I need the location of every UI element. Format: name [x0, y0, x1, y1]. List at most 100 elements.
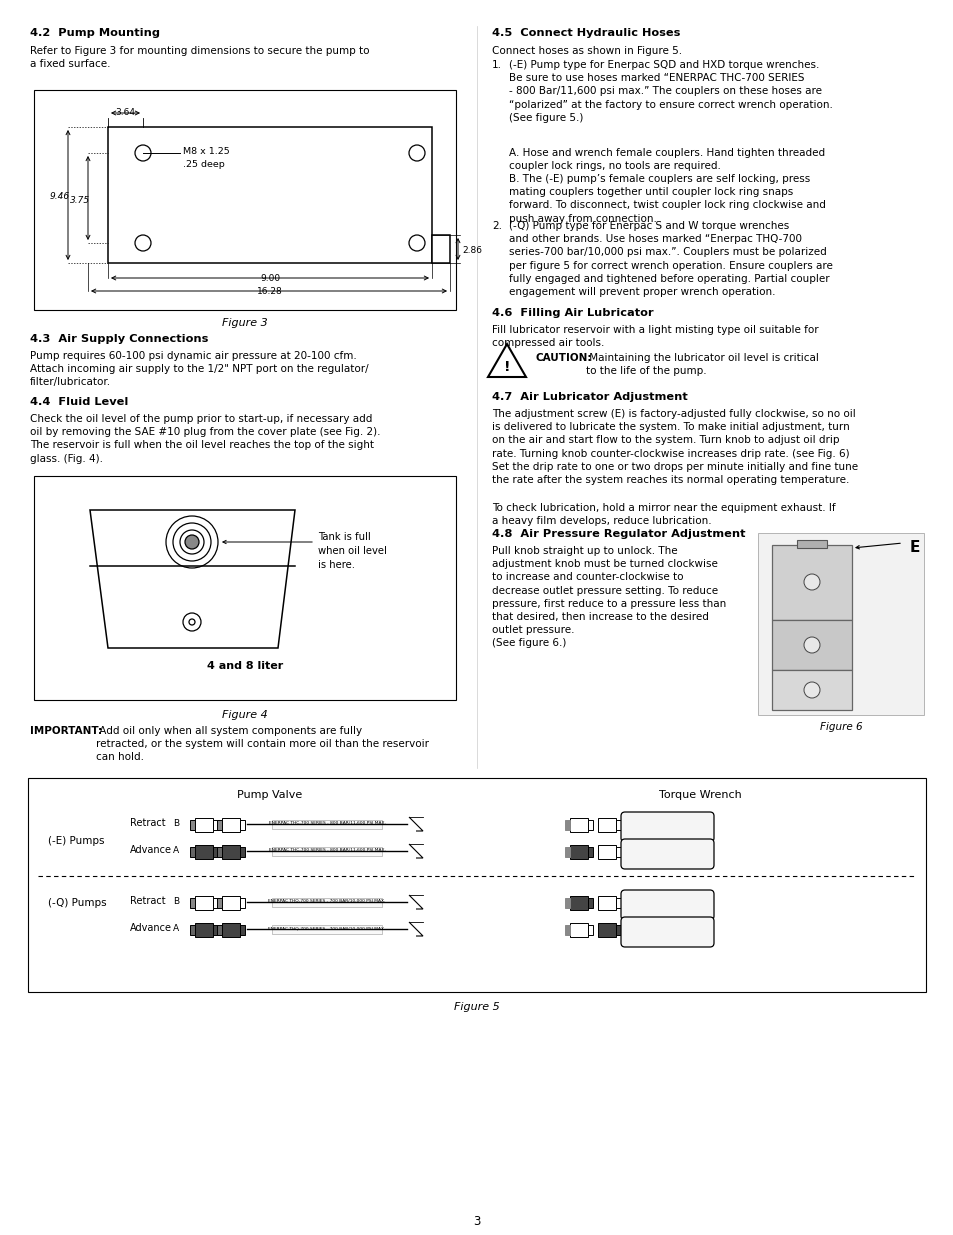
Bar — [222, 818, 240, 832]
Bar — [216, 925, 222, 935]
Text: (-E) Pump type for Enerpac SQD and HXD torque wrenches.
Be sure to use hoses mar: (-E) Pump type for Enerpac SQD and HXD t… — [509, 61, 832, 122]
Text: M8 x 1.25: M8 x 1.25 — [183, 147, 230, 156]
Bar — [240, 925, 245, 935]
Text: when oil level: when oil level — [317, 546, 387, 556]
Circle shape — [189, 619, 194, 625]
Polygon shape — [488, 345, 525, 377]
Bar — [771, 620, 851, 671]
Bar — [240, 847, 245, 857]
Bar — [28, 778, 925, 992]
Circle shape — [803, 574, 820, 590]
Bar — [194, 818, 213, 832]
Bar — [194, 897, 213, 910]
Bar — [240, 898, 245, 908]
Bar — [587, 925, 593, 935]
Text: Retract: Retract — [130, 818, 166, 827]
Text: ENERPAC THC-700 SERIES - 800 BAR/11,600 PSI MAX.: ENERPAC THC-700 SERIES - 800 BAR/11,600 … — [269, 848, 385, 852]
Bar — [569, 897, 587, 910]
Text: B: B — [172, 897, 179, 906]
Bar — [564, 820, 569, 830]
Text: 3.64: 3.64 — [115, 107, 135, 117]
Text: Retract: Retract — [130, 897, 166, 906]
Circle shape — [135, 235, 151, 251]
Bar — [598, 818, 616, 832]
Text: Pump requires 60-100 psi dynamic air pressure at 20-100 cfm.
Attach incoming air: Pump requires 60-100 psi dynamic air pre… — [30, 351, 368, 388]
Text: (-Q) Pumps: (-Q) Pumps — [48, 898, 107, 908]
Bar — [108, 127, 432, 263]
Circle shape — [409, 144, 424, 161]
Bar — [213, 898, 218, 908]
Bar — [564, 847, 569, 857]
Circle shape — [172, 522, 211, 561]
Bar — [216, 847, 222, 857]
Bar — [587, 820, 593, 830]
Bar — [616, 898, 620, 908]
Bar — [272, 898, 381, 906]
Bar — [272, 820, 381, 829]
Text: Refer to Figure 3 for mounting dimensions to secure the pump to
a fixed surface.: Refer to Figure 3 for mounting dimension… — [30, 46, 369, 69]
Bar — [222, 845, 240, 860]
Bar — [598, 845, 616, 860]
Circle shape — [135, 144, 151, 161]
Text: 4.8  Air Pressure Regulator Adjustment: 4.8 Air Pressure Regulator Adjustment — [492, 529, 744, 538]
FancyBboxPatch shape — [620, 918, 713, 947]
Text: Maintaining the lubricator oil level is critical
to the life of the pump.: Maintaining the lubricator oil level is … — [585, 353, 818, 377]
FancyBboxPatch shape — [620, 839, 713, 869]
Text: Figure 6: Figure 6 — [819, 722, 862, 732]
Text: The adjustment screw (E) is factory-adjusted fully clockwise, so no oil
is deliv: The adjustment screw (E) is factory-adju… — [492, 409, 858, 485]
Polygon shape — [90, 510, 294, 648]
Bar — [569, 923, 587, 937]
Bar — [616, 847, 620, 857]
Bar — [222, 897, 240, 910]
Text: Figure 5: Figure 5 — [454, 1002, 499, 1011]
Text: 4.2  Pump Mounting: 4.2 Pump Mounting — [30, 28, 160, 38]
Text: 9.46: 9.46 — [50, 191, 71, 201]
Text: A. Hose and wrench female couplers. Hand tighten threaded
coupler lock rings, no: A. Hose and wrench female couplers. Hand… — [509, 148, 824, 172]
Text: 2.86: 2.86 — [461, 246, 481, 254]
Bar — [432, 235, 450, 263]
Text: (-E) Pumps: (-E) Pumps — [48, 836, 105, 846]
Bar — [272, 847, 381, 856]
Bar — [758, 534, 923, 715]
Text: 1.: 1. — [492, 61, 501, 70]
Bar — [194, 923, 213, 937]
Bar — [569, 818, 587, 832]
Text: 4.7  Air Lubricator Adjustment: 4.7 Air Lubricator Adjustment — [492, 391, 687, 403]
Bar — [771, 671, 851, 710]
Text: Figure 3: Figure 3 — [222, 317, 268, 329]
Text: 4.3  Air Supply Connections: 4.3 Air Supply Connections — [30, 333, 208, 345]
Text: ENERPAC THC-700 SERIES - 800 BAR/11,600 PSI MAX.: ENERPAC THC-700 SERIES - 800 BAR/11,600 … — [269, 821, 385, 825]
Bar — [569, 845, 587, 860]
Circle shape — [180, 530, 204, 555]
Bar — [194, 845, 213, 860]
Bar — [190, 820, 194, 830]
Circle shape — [409, 235, 424, 251]
Bar — [796, 540, 826, 548]
Circle shape — [166, 516, 218, 568]
Text: 3: 3 — [473, 1215, 480, 1228]
Circle shape — [803, 682, 820, 698]
Text: 4 and 8 liter: 4 and 8 liter — [207, 661, 283, 671]
Text: A: A — [172, 924, 179, 932]
Text: Fill lubricator reservoir with a light misting type oil suitable for
compressed : Fill lubricator reservoir with a light m… — [492, 325, 818, 348]
Text: !: ! — [503, 359, 510, 374]
Text: is here.: is here. — [317, 559, 355, 571]
FancyBboxPatch shape — [620, 890, 713, 920]
Bar — [616, 925, 620, 935]
Bar — [771, 545, 851, 620]
Bar — [598, 897, 616, 910]
Bar — [587, 847, 593, 857]
Text: ENERPAC THQ-700 SERIES - 700 BAR/10,000 PSI MAX.: ENERPAC THQ-700 SERIES - 700 BAR/10,000 … — [268, 899, 385, 903]
Bar — [222, 923, 240, 937]
Text: B: B — [172, 819, 179, 827]
Bar — [598, 923, 616, 937]
Bar — [564, 898, 569, 908]
Text: A: A — [172, 846, 179, 855]
Bar — [190, 925, 194, 935]
Text: Advance: Advance — [130, 923, 172, 932]
Text: IMPORTANT:: IMPORTANT: — [30, 726, 102, 736]
Text: ENERPAC THQ-700 SERIES - 700 BAR/10,000 PSI MAX.: ENERPAC THQ-700 SERIES - 700 BAR/10,000 … — [268, 926, 385, 930]
Text: E: E — [909, 540, 920, 555]
Text: 2.: 2. — [492, 221, 501, 231]
Bar — [190, 898, 194, 908]
